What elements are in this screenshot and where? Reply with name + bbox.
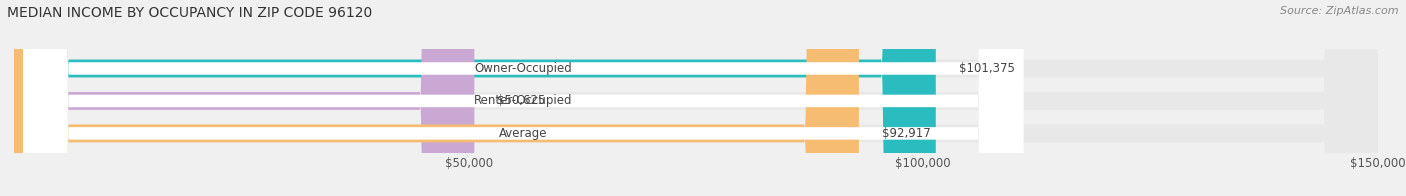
Text: Average: Average — [499, 127, 547, 140]
FancyBboxPatch shape — [14, 0, 1378, 196]
Text: Renter-Occupied: Renter-Occupied — [474, 94, 572, 107]
Text: $101,375: $101,375 — [959, 62, 1014, 75]
FancyBboxPatch shape — [14, 0, 936, 196]
FancyBboxPatch shape — [22, 0, 1024, 196]
FancyBboxPatch shape — [22, 0, 1024, 196]
Text: Source: ZipAtlas.com: Source: ZipAtlas.com — [1281, 6, 1399, 16]
FancyBboxPatch shape — [14, 0, 1378, 196]
Text: MEDIAN INCOME BY OCCUPANCY IN ZIP CODE 96120: MEDIAN INCOME BY OCCUPANCY IN ZIP CODE 9… — [7, 6, 373, 20]
FancyBboxPatch shape — [14, 0, 859, 196]
Text: $50,625: $50,625 — [498, 94, 546, 107]
FancyBboxPatch shape — [14, 0, 1378, 196]
FancyBboxPatch shape — [22, 0, 1024, 196]
Text: $92,917: $92,917 — [882, 127, 931, 140]
Text: Owner-Occupied: Owner-Occupied — [474, 62, 572, 75]
FancyBboxPatch shape — [14, 0, 474, 196]
